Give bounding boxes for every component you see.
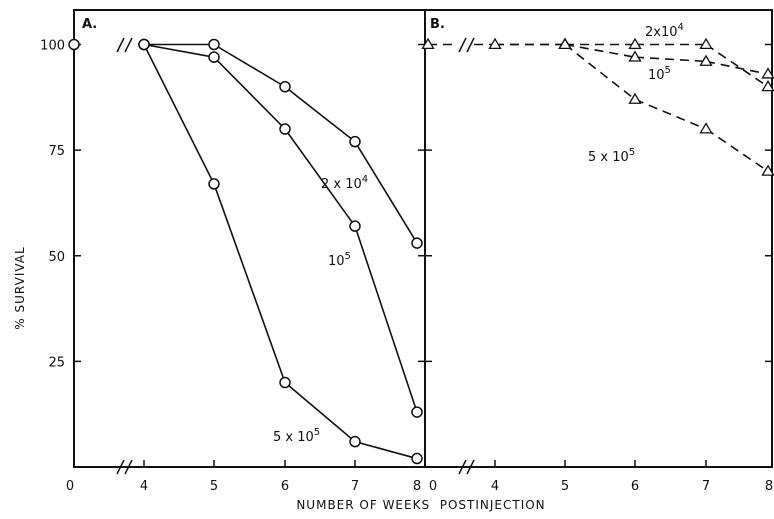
panel-a-y-tick-label: 50 — [48, 250, 65, 265]
panel-a-data-point — [349, 220, 361, 232]
panel-a-data-point — [411, 452, 423, 465]
panel-b-data-point — [761, 79, 774, 92]
panel-a-data-point — [208, 178, 220, 190]
panel-a-x-tick-label: 0 — [66, 479, 74, 494]
panel-a-data-point — [208, 38, 220, 51]
panel-a-series-line — [354, 141, 418, 244]
panel-b-x-tick-label: 6 — [631, 479, 639, 494]
panel-b-series-break — [466, 37, 475, 53]
panel-a-data-point — [138, 38, 150, 51]
panel-a-series-line — [354, 440, 418, 460]
panel-a-series-line — [213, 43, 286, 88]
panel-b-data-point — [558, 37, 572, 49]
panel-b-series-line — [705, 60, 769, 75]
panel-a-x-tick-label: 7 — [351, 479, 359, 494]
panel-a-frame — [73, 9, 426, 468]
panel-a-series-label: 5 x 105 — [273, 427, 320, 445]
panel-b-series-line — [564, 43, 636, 58]
panel-a-data-point — [208, 51, 220, 63]
panel-a-series-line — [284, 128, 356, 227]
panel-b-frame — [424, 9, 773, 468]
panel-a-tag: A. — [82, 17, 97, 32]
panel-a-series-line — [284, 381, 356, 443]
panel-b-series-label: 2x104 — [645, 22, 684, 40]
panel-b-x-axis-break — [458, 459, 467, 475]
panel-b-series-line — [564, 43, 636, 101]
panel-a-y-tick-label: 25 — [48, 355, 65, 370]
panel-a-x-axis-break — [116, 459, 125, 475]
panel-b-series-label: 5 x 105 — [588, 147, 635, 165]
panel-a-data-point — [411, 406, 423, 418]
panel-b-data-point — [761, 164, 774, 176]
panel-b-data-point — [699, 37, 713, 49]
panel-b-data-point — [699, 122, 713, 134]
panel-a-x-tick-label: 8 — [413, 479, 421, 494]
panel-a-data-point — [279, 81, 291, 93]
panel-b-series-line — [634, 56, 707, 63]
panel-b-series-label: 105 — [648, 65, 671, 83]
panel-b-data-point — [761, 67, 774, 79]
panel-a-data-point — [68, 38, 80, 51]
panel-b-series-break — [458, 37, 467, 53]
panel-a-y-tick-label: 100 — [40, 39, 65, 54]
x-axis-title: NUMBER OF WEEKS POSTINJECTION — [296, 498, 545, 512]
panel-a-x-tick-label: 5 — [210, 479, 218, 494]
panel-a-data-point — [349, 135, 361, 148]
panel-a-x-tick-label: 4 — [140, 479, 148, 494]
panel-a-series-label: 2 x 104 — [321, 174, 368, 192]
panel-a-series-break — [116, 37, 125, 53]
panel-a-x-axis-break — [124, 459, 133, 475]
panel-a-series-label: 105 — [328, 251, 351, 269]
panel-b-tag: B. — [430, 17, 445, 32]
panel-a-data-point — [411, 237, 423, 249]
panel-a-data-point — [279, 123, 291, 135]
panel-a-y-tick-label: 75 — [48, 144, 65, 159]
panel-b-data-point — [421, 37, 435, 49]
panel-a-series-line — [143, 44, 215, 185]
panel-b-series-line — [634, 98, 707, 130]
panel-a-data-point — [279, 376, 291, 389]
panel-b-series-line — [705, 128, 769, 172]
panel-a-x-tick-label: 6 — [281, 479, 289, 494]
panel-b-x-tick-label: 8 — [765, 479, 773, 494]
panel-a-series-line — [213, 56, 286, 130]
panel-a-data-point — [349, 435, 361, 448]
panel-a-series-break — [124, 37, 133, 53]
panel-b-x-tick-label: 5 — [561, 479, 569, 494]
panel-a-series-line — [213, 183, 286, 383]
panel-a-series-line — [284, 86, 356, 143]
panel-a-series-line — [143, 43, 215, 58]
panel-b-data-point — [628, 92, 642, 104]
panel-b-x-tick-label: 7 — [702, 479, 710, 494]
panel-b-x-tick-label: 4 — [491, 479, 499, 494]
panel-b-series-line — [705, 43, 769, 88]
panel-b-data-point — [628, 37, 642, 49]
y-axis-title: % SURVIVAL — [13, 246, 27, 329]
panel-b-x-tick-label: 0 — [429, 479, 437, 494]
panel-a-series-line — [354, 225, 418, 413]
panel-b-x-axis-break — [466, 459, 475, 475]
panel-b-data-point — [699, 54, 713, 66]
panel-b-data-point — [488, 37, 502, 49]
panel-b-data-point — [628, 50, 642, 62]
